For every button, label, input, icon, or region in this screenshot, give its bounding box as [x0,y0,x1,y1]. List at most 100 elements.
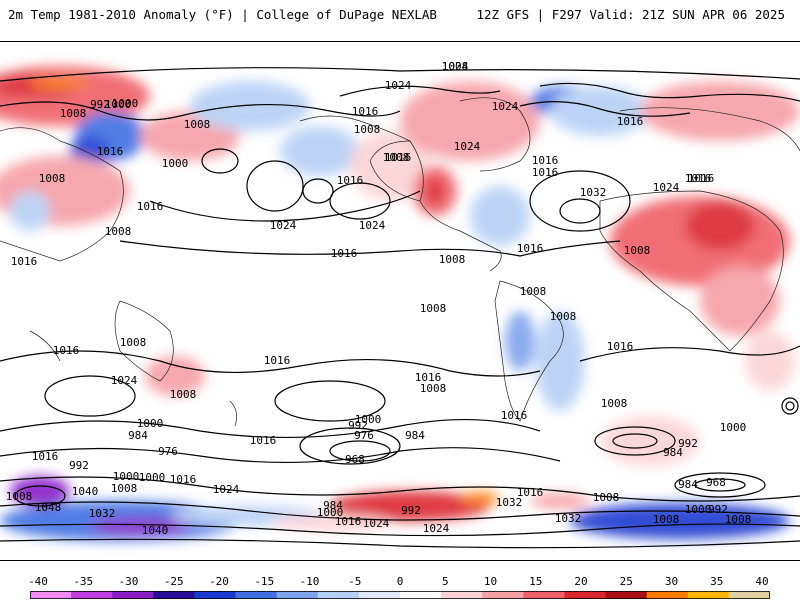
isobar-label: 1024 [213,483,240,496]
header: 2m Temp 1981-2010 Anomaly (°F) | College… [0,0,800,30]
colorbar-swatch [564,591,607,599]
isobar-label: 1008 [6,490,33,503]
isobar-label: 1024 [653,181,680,194]
isobar-label: 1040 [142,524,169,537]
colorbar-tick-label: 20 [574,575,588,588]
isobar-label: 1008 [105,225,132,238]
isobar-label: 1024 [385,79,412,92]
colorbar-tick-label: -30 [118,575,139,588]
isobar-label: 1016 [335,515,362,528]
isobar-label: 1000 [139,471,166,484]
colorbar-tick-label: -35 [73,575,94,588]
isobar-label: 976 [158,445,178,458]
isobar-label: 1008 [653,513,680,526]
colorbar-swatch [605,591,648,599]
colorbar-tick-label: -20 [209,575,229,588]
isobar-label: 1008 [601,397,628,410]
isobar-label: 1008 [354,123,381,136]
isobar-label: 1000 [720,421,747,434]
colorbar-swatch [728,591,770,599]
isobar-label: 1040 [72,485,99,498]
isobars [0,67,800,549]
colorbar-swatch [441,591,483,599]
coastlines [0,97,800,427]
isobar-label: 1016 [532,154,559,167]
isobar-label: 984 [128,429,148,442]
colorbar-swatch [400,591,442,599]
isobar-label: 1032 [89,507,116,520]
isobar-label: 1016 [607,340,634,353]
isobar-label: 1000 [112,97,139,110]
model-run-info: 12Z GFS | F297 Valid: 21Z SUN APR 06 202… [476,7,785,22]
isobar-label: 1000 [685,503,712,516]
isobar-label: 984 [323,499,343,512]
isobar-label: 1024 [363,517,390,530]
colorbar-swatch [317,591,360,599]
isobar-label: 1008 [184,118,211,131]
colorbar-swatch [358,591,401,599]
isobar-label: 1016 [617,115,644,128]
colorbar-swatch [30,591,72,599]
isobar-label: 1016 [517,242,544,255]
isobar-label: 1016 [688,172,715,185]
colorbar-tick-label: 25 [619,575,633,588]
isobar-label: 1008 [120,336,147,349]
colorbar-swatch [153,591,195,599]
isobar-label: 1024 [454,140,481,153]
isobar-label: 968 [706,476,726,489]
isobar-label: 1016 [352,105,379,118]
isobar-label: 1016 [170,473,197,486]
colorbar-tick-label: 40 [755,575,769,588]
colorbar-swatch [194,591,237,599]
isobar-label: 1016 [97,145,124,158]
isobar-label: 1008 [170,388,197,401]
isobar-label: 1000 [113,470,140,483]
colorbar-tick-label: 15 [529,575,543,588]
isobar-label: 1008 [520,285,547,298]
anomaly-shading [0,66,800,541]
isobar-label: 1008 [420,382,447,395]
isobar-label: 1008 [550,310,577,323]
isobar-label: 1024 [442,60,469,73]
isobar-label: 992 [90,98,110,111]
colorbar-tick-label: 30 [664,575,679,588]
colorbar-swatch [482,591,524,599]
colorbar-tick-label: -25 [163,575,184,588]
colorbar-tick-label: -10 [299,575,320,588]
isobar-label: 1008 [111,482,138,495]
isobar-label: 1016 [137,200,164,213]
colorbar-tick-label: -15 [254,575,275,588]
colorbar-swatch [112,591,154,599]
isobar-label: 1016 [264,354,291,367]
isobar-label: 1008 [39,172,66,185]
isobar-label: 984 [405,429,425,442]
isobar-label: 1000 [162,157,189,170]
isobar-label: 968 [345,453,365,466]
isobar-label: 1024 [359,219,386,232]
isobar-label: 1024 [492,100,519,113]
isobar-label: 1008 [60,107,87,120]
isobar-label: 1032 [580,186,607,199]
colorbar-swatch [71,591,113,599]
isobar-label: 1000 [137,417,164,430]
isobar-label: 1008 [442,60,469,73]
isobar-label: 992 [69,459,89,472]
colorbar-tick-label: -40 [28,575,48,588]
isobar-label: 1032 [555,512,582,525]
isobar-label: 1032 [496,496,523,509]
isobar-label: 1016 [11,255,38,268]
isobar-label: 1024 [270,219,297,232]
colorbar-swatch [523,591,565,599]
colorbar-tick-label: 5 [441,575,449,588]
isobar-label: 1016 [32,450,59,463]
isobar-label: 992 [708,503,728,516]
isobar-label: 1016 [250,434,277,447]
isobar-label: 1016 [517,486,544,499]
colorbar-scale [30,591,770,599]
isobar-label: 992 [348,419,368,432]
isobar-label: 992 [678,437,698,450]
isobar-label: 976 [354,429,374,442]
isobar-label: 992 [401,504,421,517]
isobar-label: 1008 [624,244,651,257]
colorbar-tick-label: 0 [396,575,404,588]
